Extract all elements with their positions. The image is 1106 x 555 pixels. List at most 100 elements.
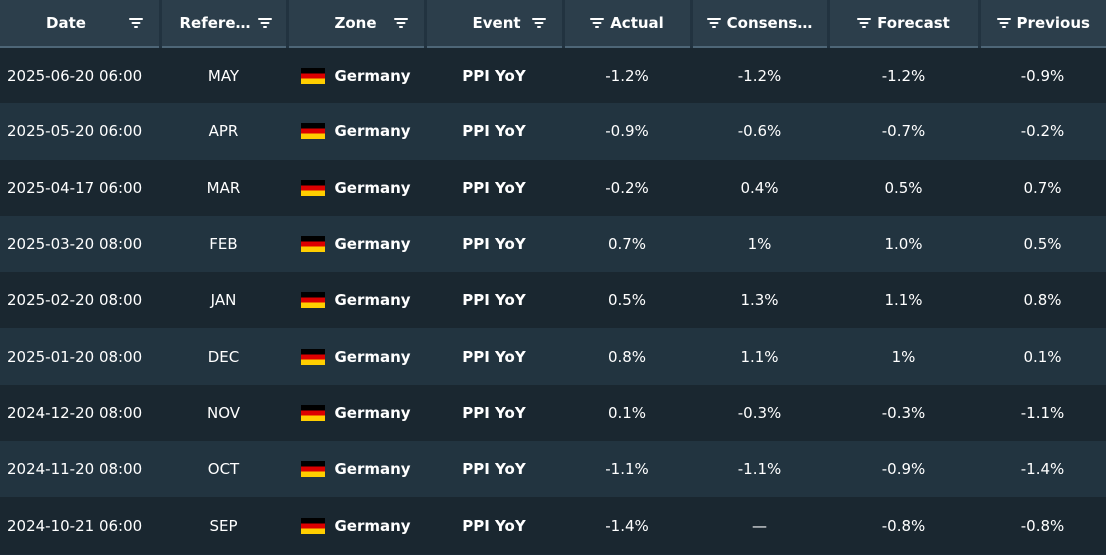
cell-consensus: 1.3% xyxy=(740,291,779,310)
cell-event: PPI YoY xyxy=(462,347,526,366)
table-header: Date Refere… Zone Event xyxy=(0,0,1106,48)
cell-zone: Germany xyxy=(287,272,425,328)
table-row[interactable]: 2025-03-20 08:00 FEB Germany PPI YoY 0.7… xyxy=(0,215,1106,273)
cell-consensus: -1.2% xyxy=(737,66,782,85)
column-header-date[interactable]: Date xyxy=(0,0,162,48)
cell-actual: -0.9% xyxy=(605,122,649,141)
column-label-reference: Refere… xyxy=(179,14,251,32)
zone-label: Germany xyxy=(334,403,411,422)
filter-icon[interactable] xyxy=(128,18,143,28)
germany-flag-icon xyxy=(301,236,326,253)
zone-label: Germany xyxy=(334,347,411,366)
column-header-zone[interactable]: Zone xyxy=(287,0,427,48)
column-label-consensus: Consens… xyxy=(726,14,813,32)
germany-flag-icon xyxy=(301,517,326,534)
cell-zone: Germany xyxy=(287,103,425,159)
germany-flag-icon xyxy=(301,461,326,478)
cell-reference: NOV xyxy=(206,403,241,422)
cell-date: 2024-10-21 06:00 xyxy=(7,516,143,535)
cell-previous: 0.8% xyxy=(1023,291,1062,310)
column-label-event: Event xyxy=(472,14,521,32)
cell-date: 2025-04-17 06:00 xyxy=(7,178,143,197)
filter-icon[interactable] xyxy=(590,18,605,28)
cell-actual: -1.4% xyxy=(605,516,649,535)
cell-zone: Germany xyxy=(287,216,425,272)
cell-date: 2024-11-20 08:00 xyxy=(7,460,143,479)
column-header-reference[interactable]: Refere… xyxy=(160,0,289,48)
table-row[interactable]: 2025-02-20 08:00 JAN Germany PPI YoY 0.5… xyxy=(0,272,1106,329)
filter-icon[interactable] xyxy=(393,18,408,28)
germany-flag-icon xyxy=(301,404,326,421)
cell-previous: -1.1% xyxy=(1020,403,1065,422)
cell-zone: Germany xyxy=(287,441,425,497)
column-label-previous: Previous xyxy=(1016,14,1090,32)
column-header-consensus[interactable]: Consens… xyxy=(691,0,830,48)
column-header-previous[interactable]: Previous xyxy=(979,0,1106,48)
zone-label: Germany xyxy=(334,178,411,197)
cell-event: PPI YoY xyxy=(462,291,526,310)
table-row[interactable]: 2024-11-20 08:00 OCT Germany PPI YoY -1.… xyxy=(0,441,1106,498)
table-row[interactable]: 2025-01-20 08:00 DEC Germany PPI YoY 0.8… xyxy=(0,328,1106,385)
germany-flag-icon xyxy=(301,123,326,140)
zone-label: Germany xyxy=(334,460,411,479)
cell-reference: OCT xyxy=(207,460,240,479)
cell-consensus: — xyxy=(752,516,767,535)
zone-label: Germany xyxy=(334,122,411,141)
cell-previous: -0.8% xyxy=(1020,516,1065,535)
filter-icon[interactable] xyxy=(531,18,546,28)
cell-actual: 0.7% xyxy=(607,235,647,254)
column-header-forecast[interactable]: Forecast xyxy=(828,0,981,48)
cell-reference: JAN xyxy=(210,291,237,310)
cell-previous: 0.7% xyxy=(1023,178,1062,197)
germany-flag-icon xyxy=(301,67,326,84)
cell-event: PPI YoY xyxy=(462,122,526,141)
cell-forecast: 0.5% xyxy=(884,178,923,197)
cell-reference: MAY xyxy=(207,66,240,85)
cell-actual: -1.2% xyxy=(605,66,649,85)
table-row[interactable]: 2025-06-20 06:00 MAY Germany PPI YoY -1.… xyxy=(0,47,1106,104)
cell-forecast: -0.7% xyxy=(881,122,926,141)
column-header-event[interactable]: Event xyxy=(425,0,565,48)
filter-icon[interactable] xyxy=(257,18,272,28)
header-row: Date Refere… Zone Event xyxy=(0,0,1106,48)
table-body: 2025-06-20 06:00 MAY Germany PPI YoY -1.… xyxy=(0,47,1106,554)
filter-icon[interactable] xyxy=(996,18,1011,28)
cell-event: PPI YoY xyxy=(462,178,526,197)
cell-forecast: 1% xyxy=(891,347,916,366)
cell-consensus: 1.1% xyxy=(740,347,779,366)
zone-label: Germany xyxy=(334,291,411,310)
cell-forecast: 1.1% xyxy=(884,291,923,310)
cell-actual: -1.1% xyxy=(605,460,649,479)
zone-label: Germany xyxy=(334,516,411,535)
cell-date: 2025-02-20 08:00 xyxy=(7,291,143,310)
cell-event: PPI YoY xyxy=(462,460,526,479)
cell-forecast: -1.2% xyxy=(881,66,926,85)
cell-forecast: -0.8% xyxy=(881,516,926,535)
table-row[interactable]: 2024-10-21 06:00 SEP Germany PPI YoY -1.… xyxy=(0,497,1106,554)
table-row[interactable]: 2024-12-20 08:00 NOV Germany PPI YoY 0.1… xyxy=(0,384,1106,442)
column-label-date: Date xyxy=(46,14,86,32)
cell-actual: 0.8% xyxy=(607,347,647,366)
cell-reference: DEC xyxy=(207,347,240,366)
cell-forecast: 1.0% xyxy=(884,235,923,254)
column-label-zone: Zone xyxy=(334,14,377,32)
cell-actual: 0.1% xyxy=(607,403,647,422)
cell-zone: Germany xyxy=(287,160,425,216)
cell-date: 2025-05-20 06:00 xyxy=(7,122,143,141)
cell-actual: -0.2% xyxy=(605,178,649,197)
column-label-forecast: Forecast xyxy=(877,14,950,32)
cell-zone: Germany xyxy=(287,385,425,441)
table-row[interactable]: 2025-05-20 06:00 APR Germany PPI YoY -0.… xyxy=(0,103,1106,160)
cell-reference: MAR xyxy=(206,178,241,197)
cell-consensus: 0.4% xyxy=(740,178,779,197)
germany-flag-icon xyxy=(301,179,326,196)
cell-zone: Germany xyxy=(287,47,425,103)
filter-icon[interactable] xyxy=(857,18,872,28)
table-row[interactable]: 2025-04-17 06:00 MAR Germany PPI YoY -0.… xyxy=(0,159,1106,216)
cell-previous: 0.1% xyxy=(1023,347,1062,366)
germany-flag-icon xyxy=(301,292,326,309)
filter-icon[interactable] xyxy=(706,18,721,28)
cell-zone: Germany xyxy=(287,497,425,553)
cell-consensus: -1.1% xyxy=(737,460,782,479)
column-header-actual[interactable]: Actual xyxy=(563,0,693,48)
